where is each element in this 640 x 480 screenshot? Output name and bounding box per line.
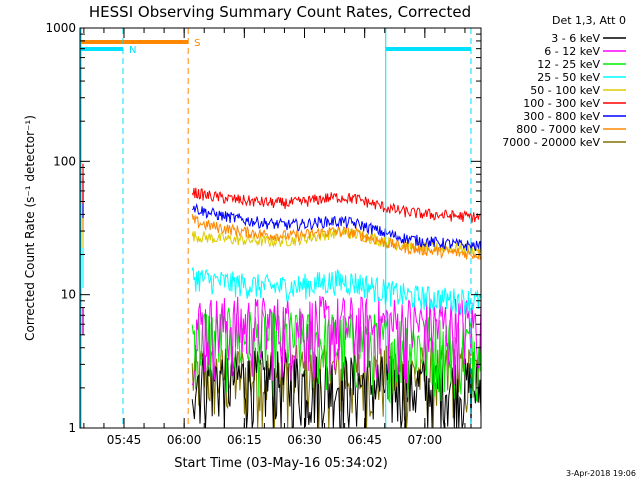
legend-label: 6 - 12 keV [544,45,600,58]
y-tick-label: 100 [53,154,76,168]
series-line-6-12keV [191,295,482,386]
orbit-band-label: N [129,45,136,56]
legend-title: Det 1,3, Att 0 [552,14,626,27]
y-tick-label: 10 [61,288,76,302]
legend-label: 3 - 6 keV [551,32,600,45]
legend-label: 100 - 300 keV [523,97,600,110]
legend-label: 12 - 25 keV [537,58,600,71]
x-tick-label: 06:00 [167,433,202,447]
x-tick-label: 06:30 [287,433,322,447]
x-tick-label: 07:00 [408,433,443,447]
series-line-800-7000keV [191,213,482,261]
orbit-band-label: S [194,38,200,49]
x-axis-label: Start Time (03-May-16 05:34:02) [174,456,388,471]
axes: 1 10 100 1000 05:45 06:00 06:15 06:30 06:45 07:00 [45,21,482,447]
series-line-300-800keV [191,202,482,253]
date-stamp: 3-Apr-2018 19:06 [566,469,636,478]
x-tick-label: 05:45 [107,433,142,447]
series-line-12-25keV [191,307,482,404]
x-tick-label: 06:15 [227,433,262,447]
series-line-3-6keV [191,348,482,429]
series-line-50-100keV [191,226,482,255]
series-line-25-50keV [191,267,482,315]
plot-frame [79,27,482,429]
legend-label: 7000 - 20000 keV [502,136,600,149]
legend-label: 50 - 100 keV [530,84,600,97]
y-tick-label: 1000 [45,21,76,35]
series-line-100-300keV [191,187,482,223]
plot-area: NS [80,28,482,429]
chart-title: HESSI Observing Summary Count Rates, Cor… [89,3,471,21]
legend-label: 25 - 50 keV [537,71,600,84]
legend-label: 300 - 800 keV [523,110,600,123]
x-tick-label: 06:45 [347,433,382,447]
y-tick-label: 1 [68,421,76,435]
y-axis-label: Corrected Count Rate (s⁻¹ detector⁻¹) [23,115,37,341]
legend-label: 800 - 7000 keV [516,123,600,136]
